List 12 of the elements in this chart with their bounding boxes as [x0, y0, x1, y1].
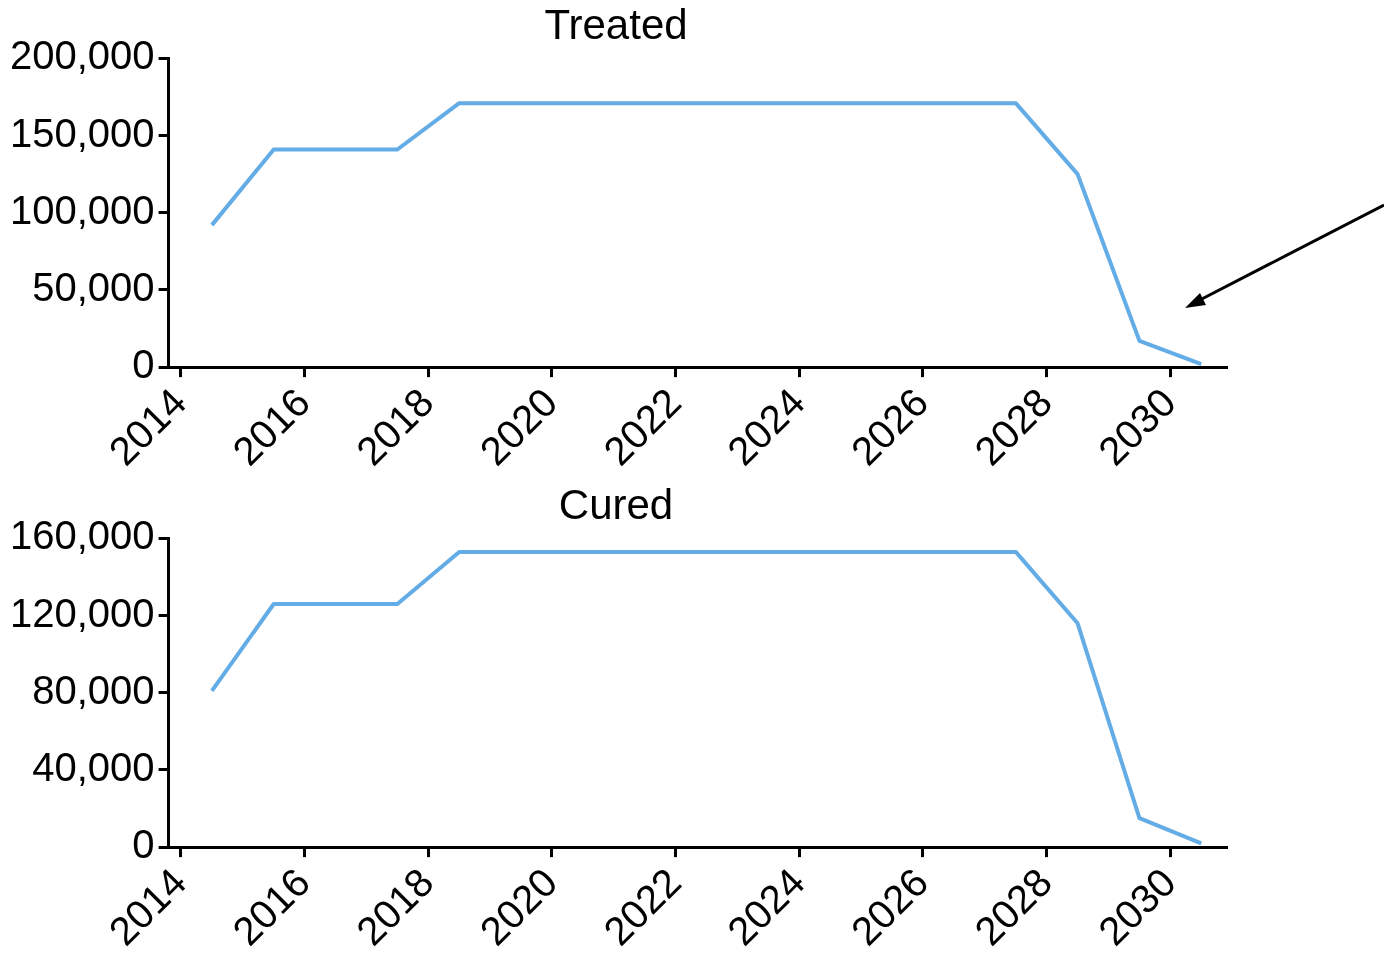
- y-tick-label: 160,000: [10, 513, 155, 558]
- chart-title: Cured: [558, 480, 674, 528]
- y-tick-label: 0: [132, 822, 155, 867]
- y-tick-label: 200,000: [10, 33, 155, 78]
- y-tick-label: 100,000: [10, 187, 155, 232]
- y-tick-label: 120,000: [10, 590, 155, 635]
- chart-title: Treated: [544, 0, 688, 48]
- y-tick-label: 40,000: [32, 744, 155, 789]
- y-tick-label: 80,000: [32, 667, 155, 712]
- y-tick-label: 150,000: [10, 110, 155, 155]
- y-tick-label: 0: [132, 342, 155, 387]
- y-tick-label: 50,000: [32, 264, 155, 309]
